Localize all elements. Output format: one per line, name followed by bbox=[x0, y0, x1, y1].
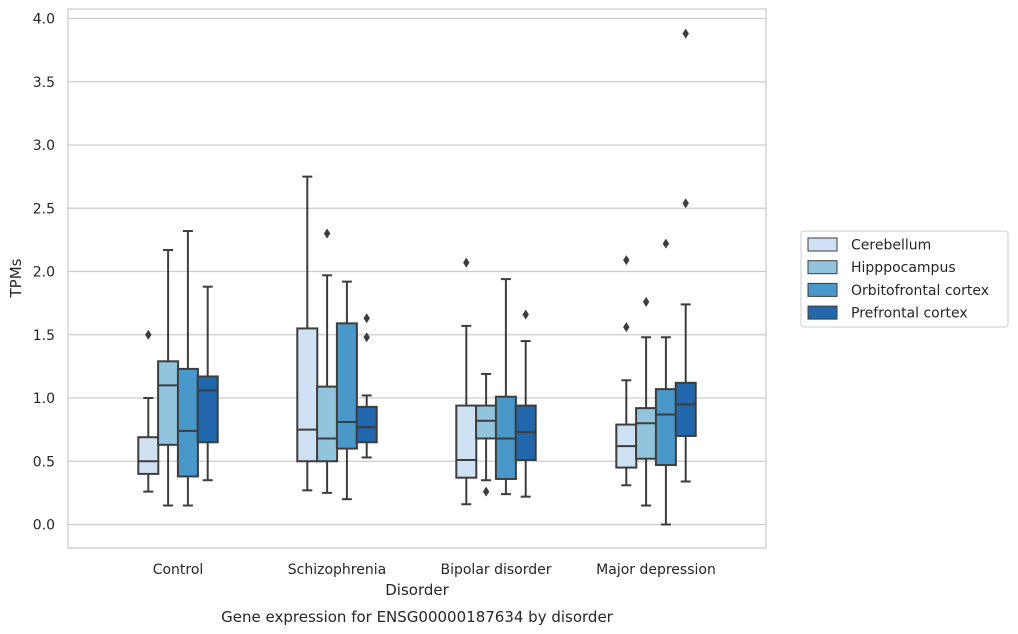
outlier-point bbox=[682, 28, 689, 39]
box-group bbox=[455, 257, 478, 506]
y-tick-label: 1.5 bbox=[33, 328, 55, 344]
y-tick-label: 4.0 bbox=[33, 12, 55, 28]
box bbox=[635, 407, 658, 460]
outlier-point bbox=[323, 228, 331, 239]
x-tick-label: Control bbox=[153, 562, 204, 578]
boxes-layer bbox=[137, 28, 697, 526]
outlier-point bbox=[363, 313, 370, 324]
box bbox=[157, 360, 180, 446]
box bbox=[176, 367, 199, 478]
outlier-point bbox=[682, 198, 689, 209]
box bbox=[674, 381, 697, 437]
box bbox=[335, 322, 358, 450]
plot-area bbox=[68, 9, 766, 548]
box-group bbox=[196, 285, 219, 482]
outlier-point bbox=[463, 257, 470, 268]
legend-swatch bbox=[807, 237, 838, 252]
box-group bbox=[635, 296, 658, 507]
legend-label: Prefrontal cortex bbox=[851, 306, 968, 322]
legend-swatch bbox=[807, 260, 838, 275]
box-group bbox=[674, 28, 697, 483]
outlier-point bbox=[482, 486, 490, 497]
outlier-point bbox=[363, 332, 370, 343]
box-group bbox=[514, 309, 537, 498]
legend-swatch bbox=[807, 282, 838, 297]
outlier-point bbox=[145, 329, 152, 340]
x-tick-label: Schizophrenia bbox=[288, 562, 386, 578]
outlier-point bbox=[623, 322, 630, 333]
legend-frame bbox=[800, 230, 1009, 328]
box-group bbox=[615, 255, 638, 487]
box bbox=[355, 405, 378, 444]
outlier-point bbox=[662, 238, 670, 249]
y-tick-label: 2.5 bbox=[33, 201, 55, 217]
outlier-point bbox=[642, 296, 650, 307]
box-group bbox=[494, 278, 517, 496]
box-group bbox=[654, 238, 677, 526]
box-group bbox=[335, 280, 358, 501]
box bbox=[455, 404, 478, 479]
x-tick-label: Major depression bbox=[596, 562, 716, 578]
x-tick-labels: Control Schizophrenia Bipolar disorder Majo… bbox=[153, 562, 716, 578]
legend-label: Orbitofrontal cortex bbox=[851, 283, 989, 299]
x-axis-label: Disorder bbox=[385, 581, 449, 599]
box bbox=[475, 404, 498, 440]
box-group bbox=[157, 248, 180, 507]
box bbox=[137, 436, 160, 475]
box-group bbox=[355, 313, 378, 459]
outlier-point bbox=[623, 255, 630, 266]
legend-label: Hipppocampus bbox=[851, 260, 956, 276]
legend-swatch bbox=[807, 305, 838, 320]
box bbox=[316, 385, 339, 463]
box-group bbox=[316, 228, 339, 494]
plot-frame bbox=[67, 8, 767, 549]
box bbox=[196, 375, 219, 444]
box-group bbox=[137, 329, 160, 493]
y-tick-labels: 0.0 0.5 1.0 1.5 2.0 2.5 3.0 3.5 4.0 bbox=[33, 12, 55, 534]
y-tick-label: 0.0 bbox=[33, 518, 55, 534]
legend-label: Cerebellum bbox=[851, 238, 931, 254]
y-tick-label: 0.5 bbox=[33, 454, 55, 470]
legend: Cerebellum Hipppocampus Orbitofrontal cort… bbox=[800, 230, 1009, 328]
box bbox=[296, 327, 319, 463]
y-tick-label: 2.0 bbox=[33, 265, 55, 281]
box bbox=[654, 388, 677, 467]
y-tick-label: 1.0 bbox=[33, 391, 55, 407]
outlier-point bbox=[522, 309, 529, 320]
y-tick-label: 3.0 bbox=[33, 138, 55, 154]
y-axis-label: TPMs bbox=[7, 258, 25, 298]
y-tick-label: 3.5 bbox=[33, 75, 55, 91]
chart-caption: Gene expression for ENSG00000187634 by d… bbox=[221, 608, 614, 626]
x-tick-label: Bipolar disorder bbox=[440, 562, 551, 578]
